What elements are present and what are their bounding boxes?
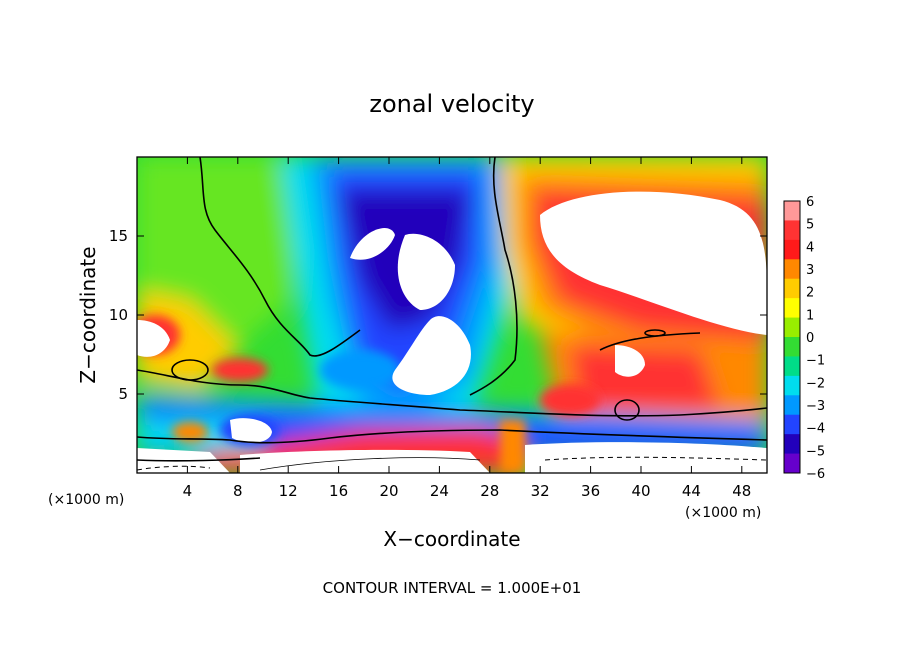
x-tick-label: 44 (682, 482, 701, 500)
x-tick-label: 32 (531, 482, 550, 500)
colorbar-bin (784, 356, 800, 377)
colorbar-label: −6 (806, 467, 825, 482)
colorbar-label: −2 (806, 376, 825, 391)
colorbar-frame (783, 200, 801, 474)
y-tick-label: 5 (118, 385, 128, 403)
colorbar-bin (784, 434, 800, 455)
colorbar-label: 5 (806, 218, 814, 233)
colorbar-bin (784, 220, 800, 241)
colorbar-label: 6 (806, 195, 814, 210)
colorbar-label: −4 (806, 422, 825, 437)
colorbar-bin (784, 239, 800, 260)
colorbar-bin (784, 375, 800, 396)
colorbar-bin (784, 201, 800, 221)
colorbar-bin (784, 337, 800, 357)
x-tick-label: 36 (581, 482, 600, 500)
colorbar: 6 5 4 3 2 1 0 −1 −2 −3 −4 −5 −6 (783, 195, 825, 482)
colorbar-bin (784, 414, 800, 435)
x-tick-label: 48 (732, 482, 751, 500)
x-tick-label: 4 (183, 482, 193, 500)
x-unit-label-left: (×1000 m) (48, 492, 124, 508)
colorbar-label: −5 (806, 444, 825, 459)
colorbar-label: −1 (806, 354, 825, 369)
colorbar-bin (784, 278, 800, 299)
colorbar-label: −3 (806, 399, 825, 414)
velocity-field (137, 157, 767, 473)
colorbar-bin (784, 298, 800, 319)
x-tick-label: 28 (480, 482, 499, 500)
x-tick-label: 40 (631, 482, 650, 500)
y-tick-label: 15 (109, 227, 128, 245)
x-tick-label: 20 (379, 482, 398, 500)
x-tick-label: 16 (329, 482, 348, 500)
x-tick-label: 24 (430, 482, 449, 500)
y-tick-label: 10 (109, 306, 128, 324)
colorbar-label: 1 (806, 308, 814, 323)
colorbar-bin (784, 259, 800, 280)
chart-title: zonal velocity (369, 90, 534, 118)
colorbar-label: 2 (806, 286, 814, 301)
colorbar-label: 4 (806, 240, 814, 255)
colorbar-label: 0 (806, 331, 814, 346)
colorbar-bin (784, 453, 800, 474)
x-unit-label-right: (×1000 m) (685, 505, 761, 521)
colorbar-label: 3 (806, 263, 814, 278)
colorbar-bin (784, 395, 800, 416)
x-axis-title: X−coordinate (383, 527, 520, 551)
colorbar-bin (784, 317, 800, 338)
x-tick-label: 12 (279, 482, 298, 500)
y-axis-title: Z−coordinate (76, 246, 100, 383)
contour-interval-note: CONTOUR INTERVAL = 1.000E+01 (323, 579, 582, 597)
x-tick-label: 8 (233, 482, 243, 500)
